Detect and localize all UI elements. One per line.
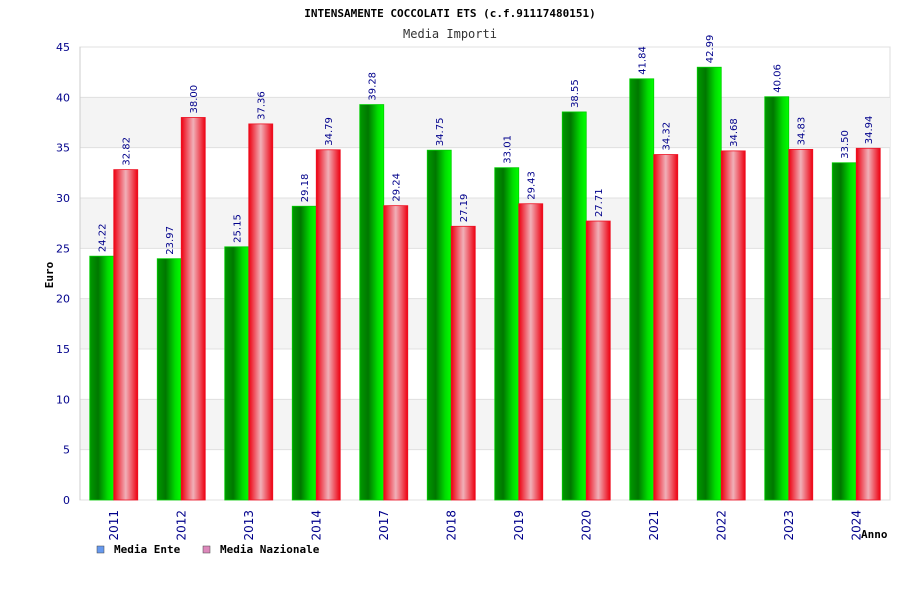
x-tick-label: 2023 — [782, 510, 796, 541]
value-label: 34.79 — [324, 117, 335, 146]
x-tick-label: 2019 — [512, 510, 526, 541]
x-tick-label: 2013 — [242, 510, 256, 541]
bar-media-ente-2023 — [764, 96, 790, 501]
value-label: 42.99 — [705, 35, 716, 64]
y-tick-label: 30 — [56, 192, 70, 205]
bar-media-nazionale-2011 — [113, 169, 139, 501]
plot-band — [80, 198, 890, 249]
x-tick-label: 2020 — [579, 510, 593, 541]
bar-media-ente-2017 — [359, 104, 385, 501]
y-tick-label: 45 — [56, 41, 70, 54]
bar-media-ente-2021 — [629, 78, 655, 501]
x-tick-label: 2021 — [647, 510, 661, 541]
value-label: 29.43 — [527, 171, 538, 200]
y-axis-ticks: 0 5 10 15 20 25 30 35 40 45 — [56, 41, 70, 507]
x-tick-label: 2024 — [849, 510, 863, 541]
value-label: 34.32 — [662, 122, 673, 151]
value-label: 27.71 — [594, 188, 605, 217]
plot-area — [79, 46, 891, 501]
value-label: 33.01 — [503, 135, 514, 164]
bar-media-nazionale-2014 — [315, 149, 341, 501]
bar-media-ente-2018 — [426, 149, 452, 501]
x-tick-label: 2012 — [174, 510, 188, 541]
y-tick-label: 40 — [56, 91, 70, 104]
x-axis-label: Anno — [861, 528, 888, 541]
bar-media-ente-2020 — [561, 111, 587, 501]
value-labels: 24.22 32.82 23.97 38.00 25.15 37.36 29.18 34.79… — [98, 35, 876, 255]
y-axis-label: Euro — [43, 261, 56, 288]
value-label: 34.83 — [797, 117, 808, 146]
legend-label-media-ente: Media Ente — [114, 543, 181, 556]
y-tick-label: 15 — [56, 343, 70, 356]
x-tick-label: 2014 — [309, 510, 323, 541]
bar-media-ente-2013 — [224, 246, 250, 501]
value-label: 32.82 — [122, 137, 133, 166]
value-label: 34.68 — [729, 118, 740, 147]
bar-media-nazionale-2013 — [248, 123, 274, 501]
value-label: 23.97 — [165, 226, 176, 255]
value-label: 39.28 — [368, 72, 379, 101]
value-label: 29.18 — [300, 174, 311, 203]
value-label: 37.36 — [257, 91, 268, 120]
y-tick-label: 25 — [56, 242, 70, 255]
value-label: 40.06 — [773, 64, 784, 93]
y-tick-label: 10 — [56, 393, 70, 406]
bar-media-ente-2012 — [156, 258, 182, 501]
value-label: 27.19 — [459, 194, 470, 223]
gridlines — [79, 46, 890, 501]
bar-media-nazionale-2017 — [383, 205, 409, 501]
bar-media-ente-2014 — [291, 205, 317, 501]
bar-media-nazionale-2021 — [653, 154, 679, 501]
bars — [89, 66, 881, 501]
legend-label-media-nazionale: Media Nazionale — [220, 543, 320, 556]
x-axis-ticks: 2011 2012 2013 2014 2017 2018 2019 2020 2021 2022… — [107, 510, 864, 541]
plot-band — [80, 399, 890, 450]
bar-media-nazionale-2018 — [450, 225, 476, 501]
value-label: 38.00 — [189, 85, 200, 114]
plot-band — [80, 97, 890, 148]
value-label: 29.24 — [392, 173, 403, 202]
value-label: 38.55 — [570, 79, 581, 108]
x-tick-label: 2017 — [377, 510, 391, 541]
y-tick-label: 35 — [56, 142, 70, 155]
x-tick-label: 2022 — [714, 510, 728, 541]
value-label: 34.75 — [435, 118, 446, 147]
value-label: 41.84 — [638, 46, 649, 75]
bar-media-ente-2022 — [696, 66, 722, 501]
value-label: 34.94 — [864, 116, 875, 145]
plot-band — [80, 298, 890, 349]
bar-media-nazionale-2020 — [585, 220, 611, 501]
legend: Media Ente Media Nazionale — [96, 543, 320, 556]
value-label: 33.50 — [840, 130, 851, 159]
chart-subtitle: Media Importi — [403, 27, 497, 41]
bar-media-nazionale-2019 — [518, 203, 544, 501]
y-tick-label: 20 — [56, 293, 70, 306]
legend-swatch-media-nazionale — [202, 545, 211, 554]
x-tick-label: 2011 — [107, 510, 121, 541]
value-label: 25.15 — [233, 214, 244, 243]
bar-media-nazionale-2012 — [180, 117, 206, 501]
bar-media-nazionale-2022 — [720, 150, 746, 501]
x-tick-label: 2018 — [444, 510, 458, 541]
bar-media-ente-2011 — [89, 255, 115, 501]
y-tick-label: 5 — [63, 444, 70, 457]
legend-swatch-media-ente — [96, 545, 105, 554]
bar-media-ente-2019 — [494, 167, 520, 501]
chart-title: INTENSAMENTE COCCOLATI ETS (c.f.91117480… — [304, 7, 595, 20]
value-label: 24.22 — [98, 224, 109, 253]
bar-media-ente-2024 — [831, 162, 857, 501]
bar-media-nazionale-2023 — [788, 148, 814, 501]
y-tick-label: 0 — [63, 494, 70, 507]
bar-media-nazionale-2024 — [855, 147, 881, 501]
